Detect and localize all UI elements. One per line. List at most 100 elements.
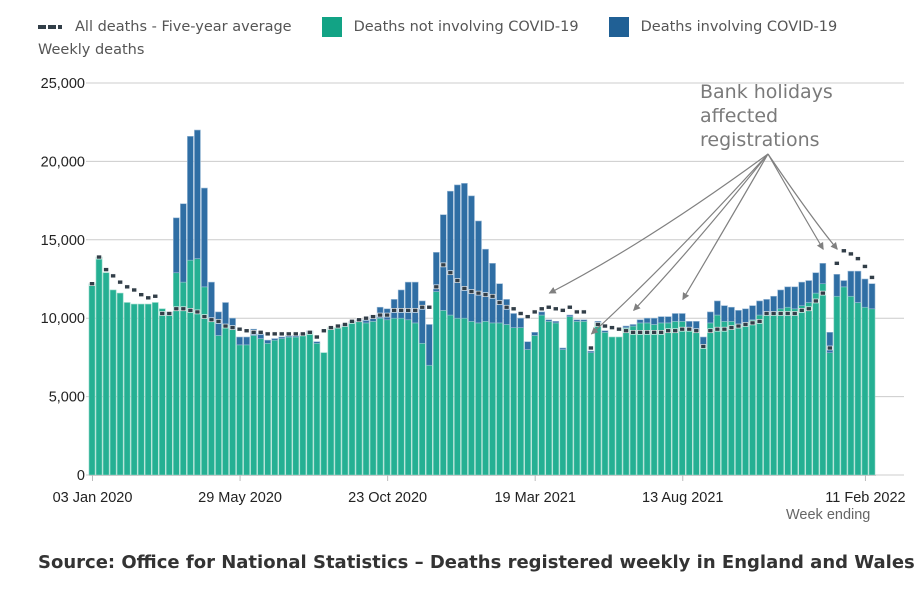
average-marker: [363, 315, 369, 321]
bar-non-covid: [700, 346, 707, 476]
average-marker: [489, 293, 496, 299]
bar-covid: [707, 311, 714, 324]
bar-non-covid: [215, 335, 222, 476]
bar-non-covid: [833, 295, 841, 476]
bar-covid: [271, 338, 279, 341]
average-marker: [700, 344, 707, 349]
average-marker: [637, 330, 643, 335]
bar-non-covid: [88, 283, 96, 476]
bar-non-covid: [531, 335, 539, 476]
average-marker: [714, 326, 721, 332]
bar-non-covid: [158, 308, 166, 476]
bar-non-covid: [173, 272, 180, 476]
average-marker: [742, 322, 749, 327]
bar-non-covid: [475, 322, 482, 476]
average-marker: [588, 345, 594, 351]
average-marker: [180, 306, 187, 312]
bar-covid: [629, 324, 637, 327]
bar-non-covid: [243, 344, 250, 476]
bar-covid: [664, 316, 672, 324]
bar-covid: [854, 270, 862, 303]
legend-item-non-covid[interactable]: Deaths not involving COVID-19: [321, 17, 579, 37]
bar-non-covid: [615, 336, 623, 476]
bar-non-covid: [566, 316, 574, 476]
average-marker: [370, 314, 376, 319]
bar-non-covid: [313, 342, 321, 476]
average-marker: [271, 331, 278, 337]
bar-non-covid: [461, 317, 468, 476]
bar-non-covid: [447, 314, 454, 476]
bar-non-covid: [861, 306, 869, 476]
annotation-arrow: [767, 153, 838, 250]
average-marker: [763, 311, 770, 316]
average-marker: [517, 311, 524, 316]
bar-non-covid: [678, 321, 686, 476]
average-marker: [285, 331, 292, 337]
bar-non-covid: [187, 259, 194, 476]
average-marker: [377, 312, 383, 318]
bar-covid: [264, 339, 271, 344]
average-marker: [869, 275, 875, 280]
legend-item-covid[interactable]: Deaths involving COVID-19: [608, 17, 837, 37]
average-marker: [609, 325, 615, 330]
bar-non-covid: [510, 327, 517, 476]
bar-non-covid: [742, 322, 749, 476]
average-marker: [559, 308, 566, 313]
bar-non-covid: [390, 317, 398, 476]
annotation-arrow: [767, 153, 824, 250]
average-marker: [405, 308, 412, 313]
bar-non-covid: [664, 322, 672, 476]
bar-covid: [868, 283, 876, 310]
average-marker: [644, 330, 650, 335]
bar-covid: [847, 270, 855, 297]
bar-non-covid: [440, 310, 447, 476]
bar-non-covid: [334, 327, 342, 476]
bar-covid: [411, 281, 419, 324]
bar-covid: [418, 300, 426, 344]
bar-non-covid: [468, 321, 475, 476]
bar-covid: [278, 336, 286, 339]
bar-non-covid: [636, 322, 644, 476]
bar-non-covid: [250, 335, 257, 476]
swatch-icon: [608, 17, 629, 37]
bar-covid: [826, 332, 834, 353]
bar-non-covid: [341, 325, 349, 476]
bar-non-covid: [433, 291, 440, 476]
bar-covid: [742, 308, 749, 324]
average-marker: [447, 270, 454, 276]
annotation-arrow: [682, 153, 769, 301]
bar-covid: [805, 280, 813, 303]
average-marker: [510, 306, 517, 312]
bar-covid: [236, 336, 243, 346]
bar-covid: [833, 273, 841, 297]
average-marker: [567, 304, 573, 310]
annotation-text: registrations: [700, 129, 820, 151]
average-marker: [595, 322, 601, 327]
dash-icon: [38, 25, 64, 29]
average-marker: [496, 300, 503, 305]
bar-non-covid: [369, 321, 377, 476]
chart-legend: All deaths - Five-year average Deaths no…: [38, 16, 867, 38]
bar-non-covid: [714, 314, 721, 476]
annotation-arrow: [633, 153, 769, 311]
legend-label-non-covid: Deaths not involving COVID-19: [353, 19, 579, 35]
average-marker: [419, 304, 426, 310]
average-marker: [735, 323, 742, 329]
bar-covid: [201, 187, 208, 288]
bar-non-covid: [650, 324, 658, 476]
average-marker: [110, 273, 116, 279]
bar-non-covid: [622, 327, 630, 476]
bar-covid: [440, 214, 447, 311]
annotation-text: Bank holidays: [700, 81, 833, 103]
legend-item-average[interactable]: All deaths - Five-year average: [38, 19, 292, 35]
average-marker: [848, 251, 854, 257]
bar-covid: [404, 281, 412, 321]
x-tick-label: 29 May 2020: [198, 490, 282, 506]
average-marker: [412, 308, 419, 313]
average-marker: [679, 326, 686, 332]
bar-covid: [482, 248, 489, 322]
bar-covid: [524, 341, 531, 350]
bar-non-covid: [397, 317, 405, 476]
